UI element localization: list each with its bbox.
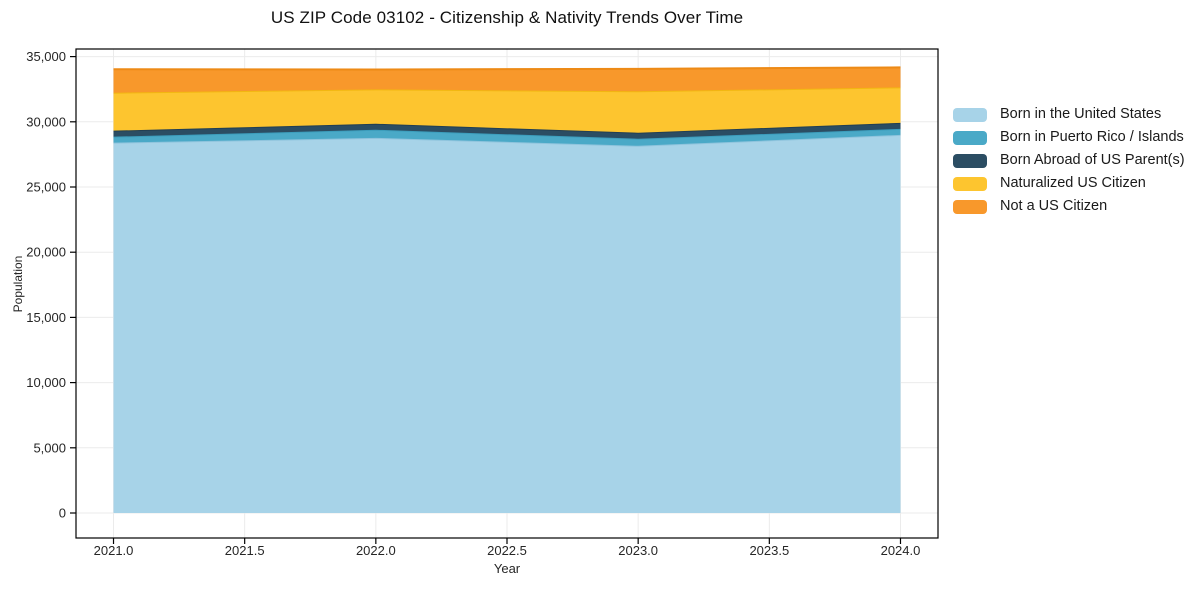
- y-tick-label: 5,000: [33, 440, 66, 455]
- legend-label: Born in the United States: [1000, 106, 1162, 122]
- legend-item: Born in Puerto Rico / Islands: [953, 130, 1185, 145]
- area-series: [113, 66, 901, 514]
- area-naturalized-us-citizen: [113, 87, 901, 133]
- legend-swatch: [953, 176, 987, 191]
- legend-label: Born Abroad of US Parent(s): [1000, 152, 1185, 168]
- x-tick-label: 2024.0: [881, 543, 921, 558]
- axis-ticks: [70, 56, 902, 544]
- legend-swatch: [953, 153, 987, 168]
- y-tick-label: 15,000: [26, 310, 66, 325]
- y-tick-label: 30,000: [26, 114, 66, 129]
- x-tick-label: 2021.0: [94, 543, 134, 558]
- y-tick-label: 35,000: [26, 49, 66, 64]
- area-not-a-us-citizen: [113, 67, 901, 93]
- axis-tick-labels: 0 5,000 10,000 15,000 20,000 25,000 30,000 35,0…: [26, 49, 920, 558]
- legend-swatch: [953, 107, 987, 122]
- y-tick-label: 0: [59, 506, 66, 521]
- legend-label: Born in Puerto Rico / Islands: [1000, 129, 1184, 145]
- x-tick-label: 2021.5: [225, 543, 265, 558]
- area-born-abroad-of-us-parent-s: [113, 122, 901, 139]
- y-axis-label: Population: [11, 255, 25, 313]
- area-born-in-puerto-rico-islands: [113, 128, 901, 146]
- legend-item: Born in the United States: [953, 107, 1185, 122]
- legend-label: Naturalized US Citizen: [1000, 175, 1146, 191]
- legend-swatch: [953, 130, 987, 145]
- edge-born-abroad-of-us-parent-s: [113, 121, 901, 134]
- edge-not-a-us-citizen: [113, 66, 901, 71]
- x-axis-label: Year: [493, 561, 521, 576]
- x-tick-label: 2022.0: [356, 543, 396, 558]
- legend-item: Naturalized US Citizen: [953, 176, 1185, 191]
- legend-label: Not a US Citizen: [1000, 198, 1108, 214]
- x-tick-label: 2022.5: [487, 543, 527, 558]
- legend-item: Not a US Citizen: [953, 199, 1185, 214]
- legend-item: Born Abroad of US Parent(s): [953, 153, 1185, 168]
- chart-title: US ZIP Code 03102 - Citizenship & Nativi…: [270, 8, 744, 27]
- y-tick-label: 20,000: [26, 245, 66, 260]
- x-tick-label: 2023.0: [618, 543, 658, 558]
- y-tick-label: 25,000: [26, 180, 66, 195]
- area-born-in-the-united-states: [113, 134, 901, 514]
- legend-swatch: [953, 199, 987, 214]
- x-tick-label: 2023.5: [749, 543, 789, 558]
- y-tick-label: 10,000: [26, 375, 66, 390]
- legend: Born in the United States Born in Puerto …: [953, 107, 1185, 214]
